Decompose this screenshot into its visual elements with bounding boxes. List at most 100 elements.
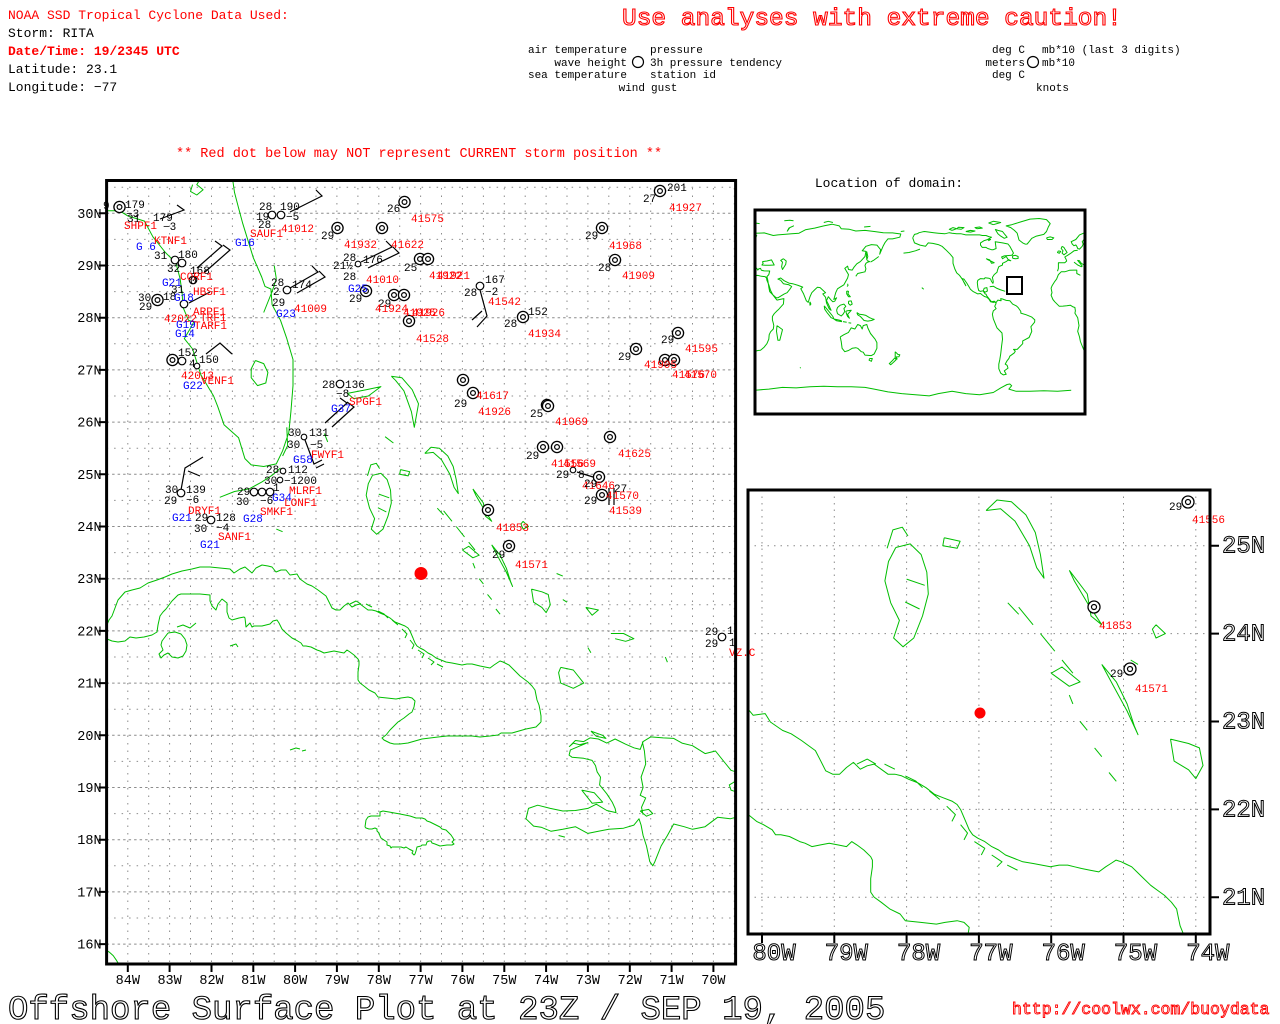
svg-text:75W: 75W (1114, 941, 1158, 968)
svg-text:Location of domain:: Location of domain: (815, 176, 963, 191)
svg-text:131: 131 (309, 428, 329, 440)
svg-text:179: 179 (125, 200, 145, 212)
svg-text:41934: 41934 (528, 329, 561, 341)
svg-text:G34: G34 (272, 493, 292, 505)
svg-text:29: 29 (584, 496, 597, 508)
svg-text:29: 29 (195, 513, 208, 525)
svg-text:28: 28 (271, 278, 284, 290)
svg-text:28: 28 (598, 263, 611, 275)
svg-text:deg C: deg C (992, 45, 1025, 57)
svg-text:KTNF1: KTNF1 (154, 236, 187, 248)
svg-text:31: 31 (154, 251, 168, 263)
svg-text:SMKF1: SMKF1 (260, 507, 293, 519)
svg-text:TARF1: TARF1 (194, 321, 227, 333)
svg-text:30: 30 (236, 497, 249, 509)
svg-text:** Red dot below may NOT repre: ** Red dot below may NOT represent CURRE… (176, 147, 662, 162)
svg-text:16N: 16N (77, 939, 101, 954)
svg-text:41575: 41575 (411, 214, 444, 226)
svg-text:−4: −4 (216, 523, 230, 535)
svg-text:29: 29 (454, 399, 467, 411)
svg-text:29: 29 (1169, 502, 1182, 514)
svg-text:29: 29 (705, 639, 718, 651)
svg-text:17N: 17N (77, 886, 101, 901)
svg-text:41932: 41932 (344, 240, 377, 252)
svg-text:sea temperature: sea temperature (528, 70, 627, 82)
svg-text:29: 29 (705, 627, 718, 639)
svg-text:27N: 27N (77, 364, 101, 379)
svg-text:176: 176 (363, 255, 383, 267)
svg-text:G16: G16 (235, 238, 255, 250)
svg-text:http://coolwx.com/buoydata: http://coolwx.com/buoydata (1012, 1000, 1270, 1019)
svg-text:−2: −2 (485, 287, 498, 299)
svg-text:41556: 41556 (551, 459, 584, 471)
svg-text:ARPF1: ARPF1 (193, 307, 226, 319)
svg-text:41968: 41968 (609, 241, 642, 253)
svg-text:30: 30 (288, 428, 301, 440)
svg-text:30: 30 (194, 524, 207, 536)
svg-text:28: 28 (464, 288, 477, 300)
svg-text:41569: 41569 (563, 459, 596, 471)
svg-text:21N: 21N (1222, 885, 1265, 912)
svg-text:42022: 42022 (164, 314, 197, 326)
svg-text:75W: 75W (492, 974, 517, 989)
svg-text:28: 28 (343, 272, 356, 284)
svg-text:41571: 41571 (515, 560, 548, 572)
svg-text:VENF1: VENF1 (201, 376, 234, 388)
svg-text:139: 139 (186, 485, 206, 497)
svg-text:41542: 41542 (488, 297, 521, 309)
svg-text:20N: 20N (77, 730, 101, 745)
svg-text:23N: 23N (1222, 710, 1265, 737)
svg-text:201: 201 (667, 183, 687, 195)
svg-text:−5: −5 (286, 212, 299, 224)
svg-text:18N: 18N (77, 834, 101, 849)
svg-text:41926: 41926 (478, 407, 511, 419)
svg-text:G23: G23 (276, 309, 296, 321)
svg-text:41926: 41926 (412, 308, 445, 320)
svg-text:deg C: deg C (992, 70, 1025, 82)
svg-text:29: 29 (139, 302, 152, 314)
svg-text:70W: 70W (701, 974, 726, 989)
svg-text:SHPF1: SHPF1 (124, 221, 157, 233)
svg-text:8: 8 (578, 470, 585, 482)
svg-text:30: 30 (264, 476, 277, 488)
svg-text:29: 29 (492, 550, 505, 562)
svg-text:76W: 76W (1042, 941, 1086, 968)
svg-text:meters: meters (985, 58, 1025, 70)
svg-text:SAUF1: SAUF1 (250, 229, 283, 241)
svg-text:HBSF1: HBSF1 (193, 287, 226, 299)
svg-text:G22: G22 (183, 381, 203, 393)
svg-text:77W: 77W (408, 974, 433, 989)
svg-text:station id: station id (650, 70, 716, 82)
svg-text:41570: 41570 (606, 491, 639, 503)
svg-text:41528: 41528 (416, 334, 449, 346)
svg-text:29: 29 (618, 352, 631, 364)
svg-text:83W: 83W (157, 974, 182, 989)
svg-text:29: 29 (526, 451, 539, 463)
svg-text:29: 29 (237, 487, 250, 499)
svg-text:19N: 19N (77, 782, 101, 797)
svg-text:G21: G21 (200, 540, 220, 552)
svg-text:41539: 41539 (609, 506, 642, 518)
svg-text:G14: G14 (175, 329, 195, 341)
svg-text:−8: −8 (336, 389, 349, 401)
svg-text:29: 29 (584, 479, 597, 491)
svg-text:82W: 82W (199, 974, 224, 989)
svg-text:DRYF1: DRYF1 (188, 506, 221, 518)
svg-text:29: 29 (164, 496, 177, 508)
svg-text:41925: 41925 (403, 308, 436, 320)
svg-text:41969: 41969 (555, 417, 588, 429)
svg-text:41009: 41009 (294, 304, 327, 316)
svg-text:22N: 22N (1222, 797, 1265, 824)
svg-text:41853: 41853 (1099, 621, 1132, 633)
svg-text:29: 29 (1110, 669, 1123, 681)
svg-text:25N: 25N (1222, 534, 1265, 561)
svg-text:Storm: RITA: Storm: RITA (8, 26, 94, 41)
svg-text:G21: G21 (172, 513, 192, 525)
svg-text:21½: 21½ (333, 261, 353, 273)
svg-text:FWYF1: FWYF1 (311, 450, 344, 462)
svg-text:150: 150 (199, 355, 219, 367)
svg-text:180: 180 (178, 250, 198, 262)
svg-text:29: 29 (321, 231, 334, 243)
svg-text:174: 174 (292, 280, 312, 292)
svg-text:1: 1 (729, 638, 736, 650)
